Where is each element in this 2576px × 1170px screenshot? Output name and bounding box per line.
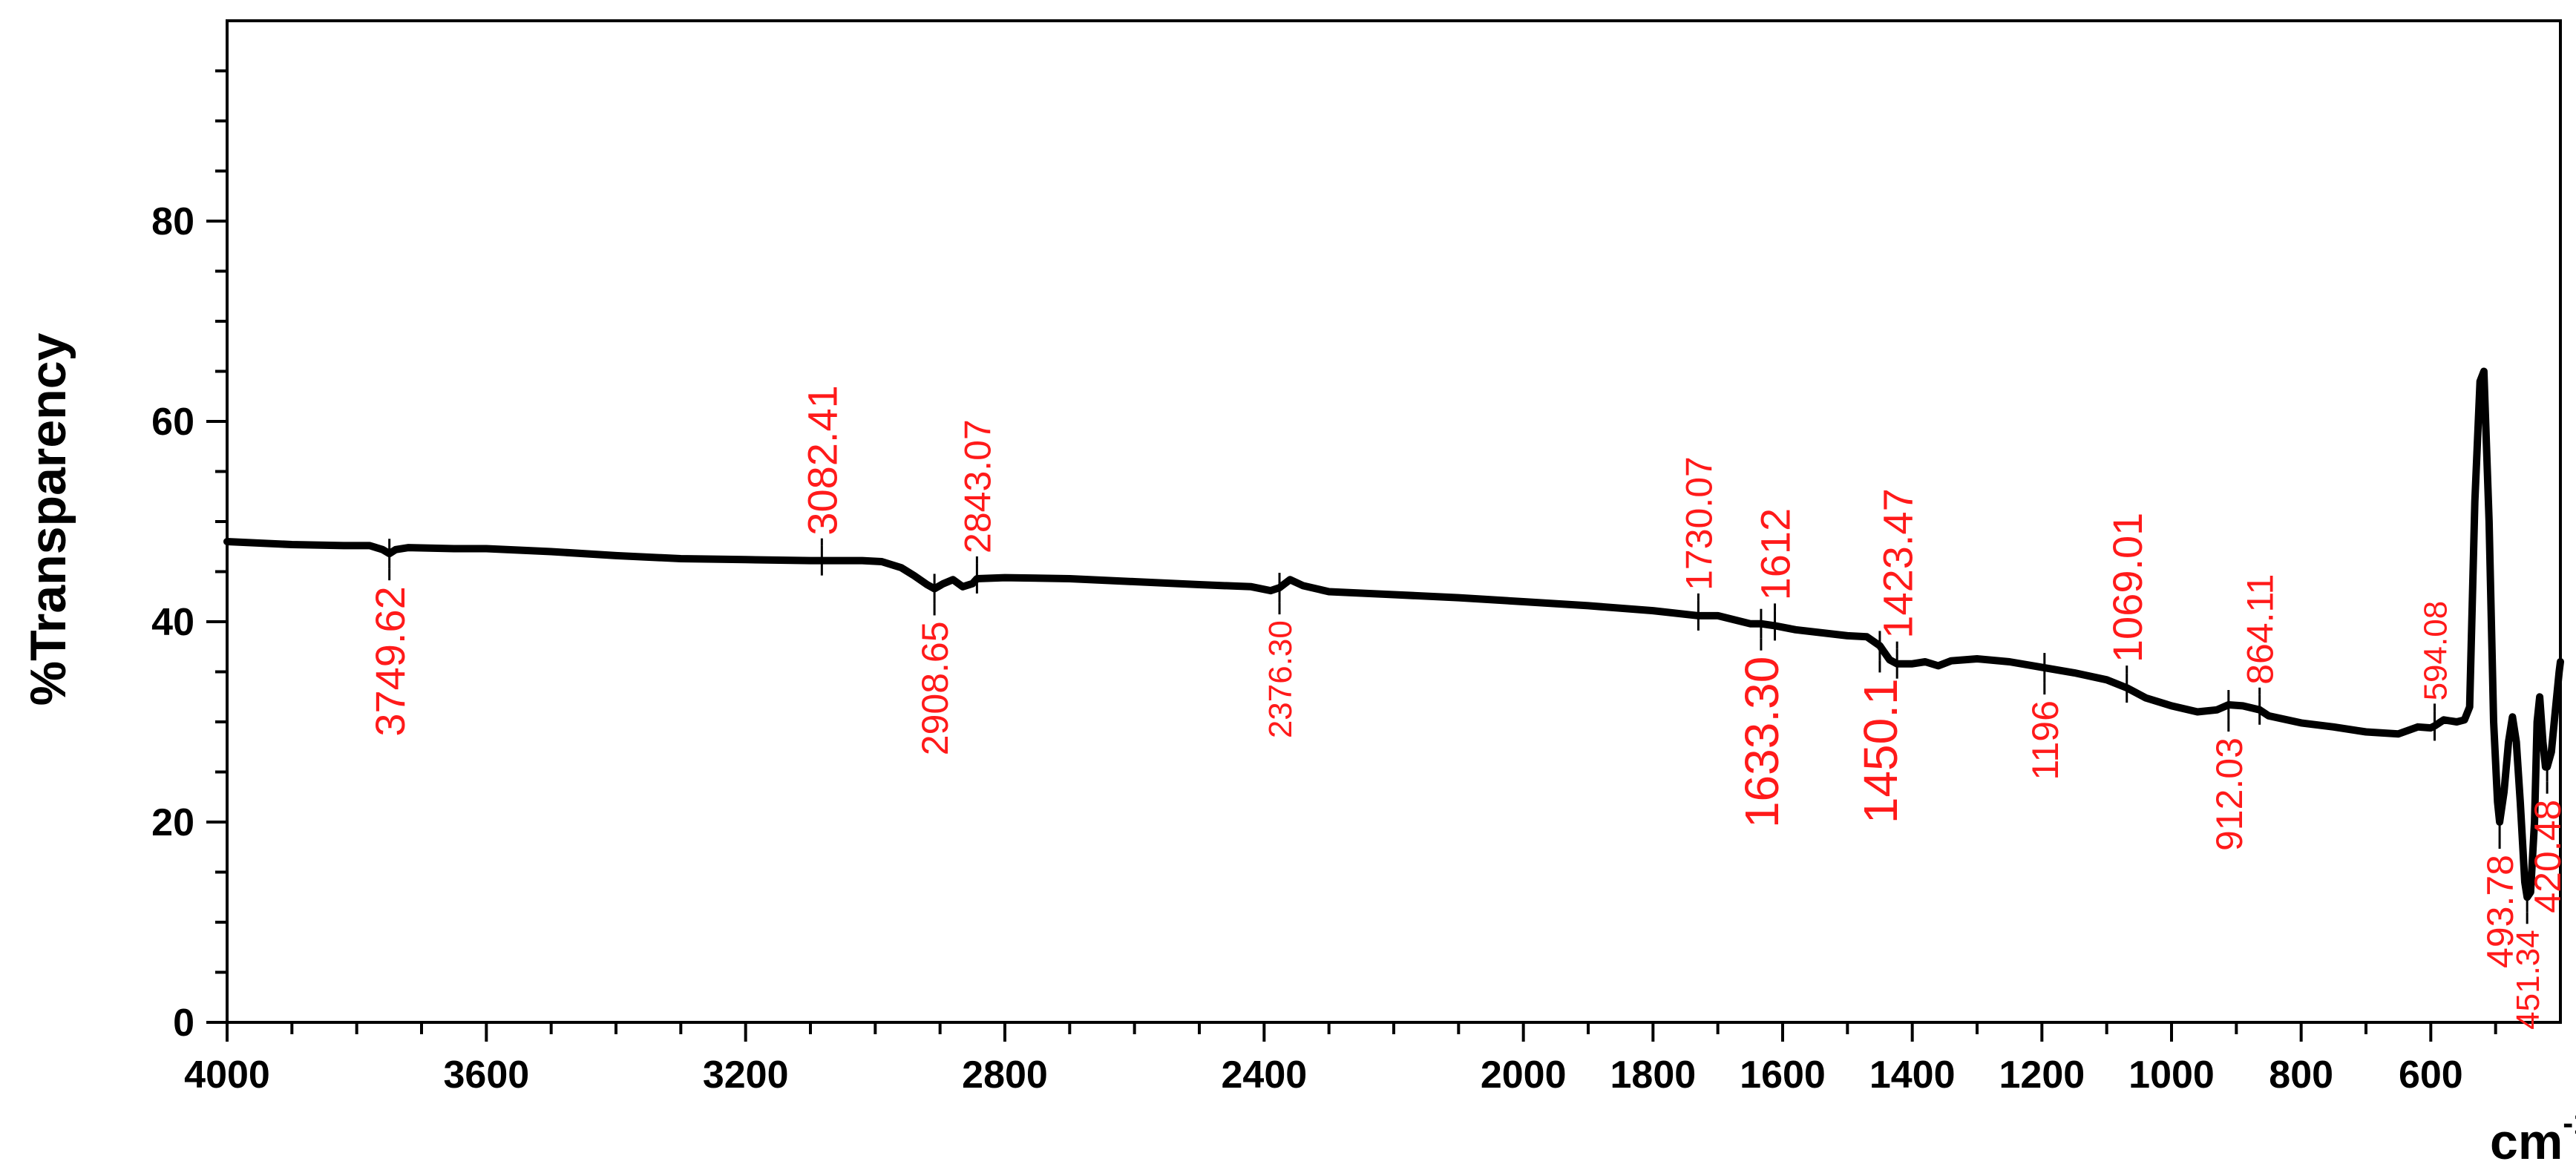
y-axis-title: %Transparency (20, 332, 76, 706)
peak-label: 864.11 (2240, 574, 2281, 685)
x-axis-ticks: 4000 3600 3200 2800 2400 2000 1800 1600 1400 1200… (184, 1022, 2497, 1097)
x-tick-label: 800 (2269, 1054, 2333, 1097)
x-tick-label: 2000 (1481, 1054, 1567, 1097)
peak-marker: 1612 (1752, 508, 1799, 641)
peak-label: 912.03 (2209, 737, 2250, 851)
peak-marker: 594.08 (2417, 601, 2454, 741)
peak-label: 2908.65 (914, 621, 956, 755)
peak-marker: 493.78 (2480, 807, 2521, 968)
peak-label: 1730.07 (1678, 456, 1720, 591)
peak-label: 2843.07 (957, 419, 998, 553)
series-layer (223, 367, 2564, 901)
peak-marker: 912.03 (2209, 690, 2250, 851)
x-axis-title: cm-1 (2490, 1105, 2576, 1170)
peak-marker: 1196 (2025, 653, 2066, 780)
peak-annotations: 3749.62 3082.41 2843.07 2908.65 2376.30 1730.… (367, 385, 2569, 1030)
x-axis-unit: cm (2490, 1114, 2563, 1170)
y-tick-label: 80 (151, 200, 194, 243)
peak-marker: 451.34 (2510, 882, 2546, 1030)
peak-marker: 420.48 (2527, 752, 2569, 913)
peak-label: 2376.30 (1262, 620, 1299, 738)
peak-marker: 1633.30 (1735, 608, 1789, 828)
y-tick-label: 20 (151, 801, 194, 844)
peak-label: 1423.47 (1874, 488, 1921, 638)
peak-marker: 1730.07 (1678, 456, 1720, 631)
peak-marker: 1423.47 (1874, 488, 1921, 679)
x-tick-label: 600 (2399, 1054, 2463, 1097)
peak-label: 1450.1 (1854, 678, 1907, 824)
peak-marker: 1069.01 (2104, 513, 2151, 703)
peak-marker: 3749.62 (367, 539, 413, 737)
x-tick-label: 3200 (703, 1054, 789, 1097)
y-tick-label: 40 (151, 601, 194, 644)
x-tick-label: 1400 (1869, 1054, 1956, 1097)
peak-marker: 864.11 (2240, 574, 2281, 725)
x-tick-label: 2400 (1221, 1054, 1307, 1097)
peak-label: 420.48 (2527, 800, 2569, 913)
peak-marker: 2908.65 (914, 574, 956, 755)
peak-marker: 2376.30 (1262, 573, 1299, 738)
peak-marker: 1450.1 (1854, 631, 1907, 824)
spectrum-line (223, 367, 2564, 901)
x-tick-label: 1000 (2128, 1054, 2215, 1097)
x-tick-label: 2800 (962, 1054, 1048, 1097)
x-axis-unit-superscript: -1 (2563, 1105, 2576, 1140)
peak-label: 1196 (2025, 700, 2066, 780)
plot-frame-group (226, 19, 2562, 1024)
peak-marker: 2843.07 (957, 419, 998, 594)
peak-label: 3082.41 (799, 385, 846, 535)
y-tick-label: 0 (173, 1002, 194, 1045)
peak-label: 1633.30 (1735, 657, 1789, 828)
peak-marker: 3082.41 (799, 385, 846, 576)
peak-label: 1069.01 (2104, 513, 2151, 663)
y-axis-ticks: 0 20 40 60 80 (151, 69, 227, 1045)
x-tick-label: 1200 (1999, 1054, 2085, 1097)
plot-frame (226, 19, 2562, 1024)
peak-label: 594.08 (2417, 601, 2454, 701)
peak-label: 451.34 (2510, 930, 2546, 1030)
x-tick-label: 1600 (1740, 1054, 1826, 1097)
peak-label: 1612 (1752, 508, 1799, 601)
peak-label: 3749.62 (367, 586, 413, 736)
peak-label: 493.78 (2480, 855, 2521, 968)
x-tick-label: 4000 (184, 1054, 270, 1097)
x-tick-label: 1800 (1610, 1054, 1696, 1097)
x-tick-label: 3600 (443, 1054, 529, 1097)
y-tick-label: 60 (151, 401, 194, 444)
